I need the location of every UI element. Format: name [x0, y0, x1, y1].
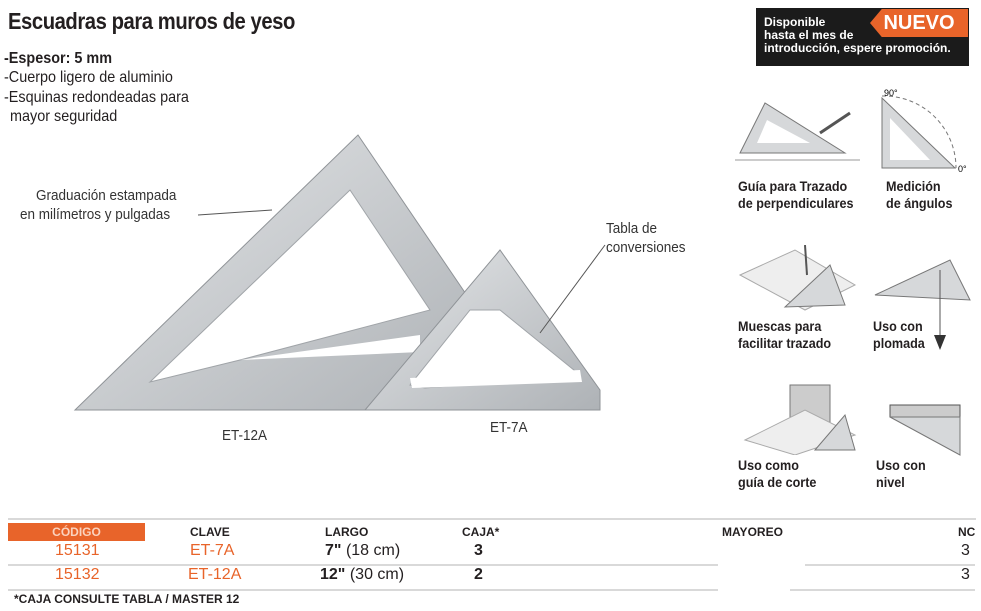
square-et-12a — [73, 134, 471, 411]
saw-guide-icon — [743, 384, 857, 455]
col-header-caja: CAJA* — [462, 525, 500, 539]
callout-conversion-table: conversiones — [606, 239, 686, 256]
promo-text: Disponible — [764, 15, 826, 29]
use-caption: Uso con plomada — [873, 318, 925, 351]
col-header-mayoreo: MAYOREO — [722, 525, 783, 539]
feature-item: -Espesor: 5 mm — [4, 50, 113, 67]
square-et-7a — [363, 249, 601, 411]
model-label-et-7a: ET-7A — [490, 419, 528, 436]
plumb-bob-icon — [874, 259, 971, 350]
table-footnote: *CAJA CONSULTE TABLA / MASTER 12 — [14, 592, 240, 606]
use-caption: Guía para Trazado de perpendiculares — [738, 178, 854, 211]
col-header-clave: CLAVE — [190, 525, 230, 539]
promo-text: hasta el mes de — [764, 28, 854, 42]
callout-graduation: Graduación estampada — [36, 187, 177, 204]
use-caption: Medición de ángulos — [886, 178, 953, 211]
col-header-codigo: CÓDIGO — [8, 523, 145, 541]
new-badge: NUEVO — [870, 9, 968, 37]
feature-item: -Esquinas redondeadas para — [4, 89, 189, 106]
table-row: 15132 ET-12A 12" (30 cm) 2 3 — [55, 566, 970, 583]
use-caption: Uso con nivel — [876, 457, 926, 490]
table-row: 15131 ET-7A 7" (18 cm) 3 3 — [55, 542, 970, 559]
callout-graduation: en milímetros y pulgadas — [20, 206, 171, 223]
use-caption: Uso como guía de corte — [738, 457, 817, 490]
col-header-largo: LARGO — [325, 525, 369, 539]
angle-measure-icon: 90° 0° — [881, 88, 967, 173]
callout-conversion-table: Tabla de — [606, 220, 658, 237]
promo-text: introducción, espere promoción. — [764, 41, 951, 55]
feature-item: -Cuerpo ligero de aluminio — [4, 69, 173, 86]
level-icon — [889, 404, 961, 456]
notch-marking-icon — [738, 245, 857, 311]
perpendicular-guide-icon — [735, 102, 860, 161]
svg-text:90°: 90° — [884, 88, 898, 98]
product-image — [73, 134, 606, 411]
svg-text:0°: 0° — [958, 164, 967, 173]
use-caption: Muescas para facilitar trazado — [738, 318, 832, 351]
col-header-nc: NC — [958, 525, 976, 539]
feature-item: mayor seguridad — [10, 108, 118, 125]
page-title: Escuadras para muros de yeso — [8, 8, 295, 34]
model-label-et-12a: ET-12A — [222, 427, 268, 444]
